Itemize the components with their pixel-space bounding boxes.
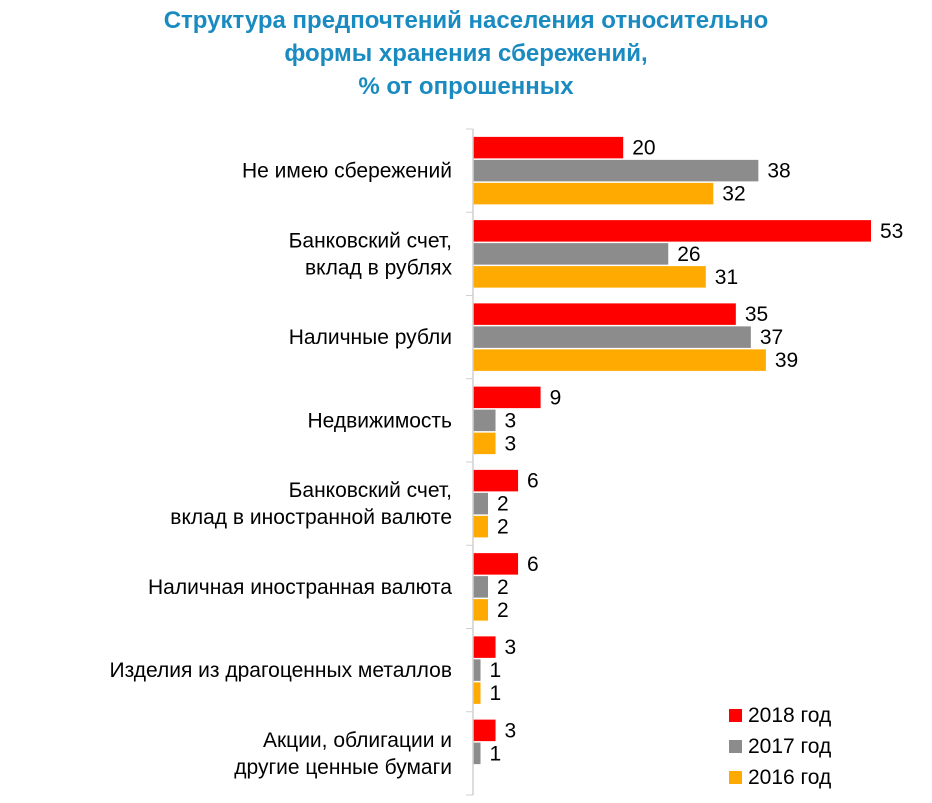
category-label: Банковский счет, bbox=[289, 479, 452, 502]
data-label: 2 bbox=[497, 599, 509, 622]
legend-label: 2018 год bbox=[748, 704, 831, 727]
bar bbox=[473, 553, 519, 575]
data-label: 38 bbox=[767, 160, 790, 183]
data-label: 2 bbox=[497, 493, 509, 516]
bar bbox=[473, 469, 519, 492]
category-label: вклад в иностранной валюте bbox=[170, 506, 452, 529]
bar bbox=[473, 326, 751, 348]
category-label: Наличные рубли bbox=[289, 326, 452, 349]
category-label: Изделия из драгоценных металлов bbox=[109, 659, 452, 682]
data-label: 1 bbox=[490, 682, 502, 705]
bar bbox=[473, 432, 496, 455]
bar bbox=[473, 182, 714, 205]
legend-swatch bbox=[729, 740, 742, 753]
data-label: 26 bbox=[677, 243, 700, 266]
bar bbox=[473, 159, 759, 182]
category-label: Акции, облигации и bbox=[263, 729, 452, 752]
legend-label: 2017 год bbox=[748, 735, 831, 758]
bar bbox=[473, 719, 496, 742]
bar bbox=[473, 349, 766, 371]
bar bbox=[473, 682, 481, 704]
data-label: 9 bbox=[550, 386, 562, 409]
data-label: 31 bbox=[715, 266, 738, 289]
legend-swatch bbox=[729, 709, 742, 722]
data-label: 3 bbox=[505, 409, 517, 432]
data-label: 37 bbox=[760, 326, 783, 349]
data-label: 2 bbox=[497, 516, 509, 539]
category-label: другие ценные бумаги bbox=[234, 756, 452, 779]
data-label: 32 bbox=[722, 183, 745, 206]
chart-title-line: формы хранения сбережений, bbox=[284, 40, 648, 67]
bar bbox=[473, 659, 481, 681]
chart-title: Структура предпочтений населения относит… bbox=[0, 4, 932, 103]
data-label: 6 bbox=[527, 470, 539, 493]
bar bbox=[473, 386, 541, 409]
bar bbox=[473, 243, 669, 265]
data-label: 20 bbox=[632, 137, 655, 160]
legend-label: 2016 год bbox=[748, 766, 831, 789]
bar bbox=[473, 266, 706, 288]
bar bbox=[473, 599, 489, 621]
data-label: 1 bbox=[490, 659, 502, 682]
bar bbox=[473, 636, 496, 658]
bar bbox=[473, 576, 489, 598]
data-label: 3 bbox=[505, 636, 517, 659]
category-label: вклад в рублях bbox=[305, 256, 452, 279]
category-label: Наличная иностранная валюта bbox=[148, 576, 452, 599]
bar bbox=[473, 742, 481, 765]
bar bbox=[473, 220, 871, 242]
category-label: Банковский счет, bbox=[289, 229, 452, 252]
bar bbox=[473, 136, 624, 159]
data-label: 6 bbox=[527, 553, 539, 576]
data-label: 35 bbox=[745, 303, 768, 326]
legend-swatch bbox=[729, 771, 742, 784]
bar bbox=[473, 515, 489, 538]
data-label: 3 bbox=[505, 719, 517, 742]
bar bbox=[473, 409, 496, 432]
data-label: 53 bbox=[880, 220, 903, 243]
data-label: 1 bbox=[490, 742, 502, 765]
chart-title-line: Структура предпочтений населения относит… bbox=[163, 7, 769, 34]
data-label: 2 bbox=[497, 576, 509, 599]
bar bbox=[473, 492, 489, 515]
bar bbox=[473, 303, 736, 325]
data-label: 39 bbox=[775, 349, 798, 372]
data-label: 3 bbox=[505, 432, 517, 455]
chart-title-line: % от опрошенных bbox=[358, 73, 574, 100]
category-label: Недвижимость bbox=[308, 409, 453, 432]
category-label: Не имею сбережений bbox=[242, 160, 452, 183]
